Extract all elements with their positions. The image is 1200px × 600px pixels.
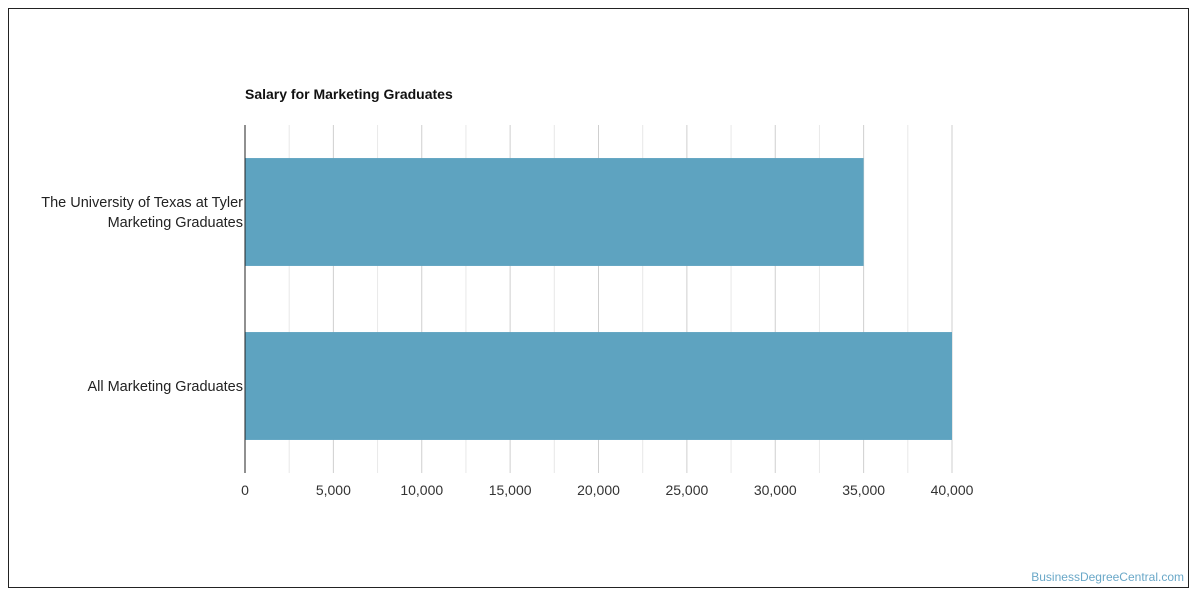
category-label-line: The University of Texas at Tyler: [41, 195, 243, 211]
x-tick-label: 15,000: [489, 482, 532, 498]
bar[interactable]: [245, 158, 864, 266]
x-tick-label: 0: [241, 482, 249, 498]
x-tick-labels: 0 5,000 10,000 15,000 20,000 25,000 30,000 35,0…: [241, 482, 974, 498]
x-tick-label: 25,000: [665, 482, 708, 498]
x-tick-label: 10,000: [400, 482, 443, 498]
category-label-line: All Marketing Graduates: [87, 379, 243, 395]
watermark[interactable]: BusinessDegreeCentral.com: [1031, 570, 1184, 584]
x-tick-label: 30,000: [754, 482, 797, 498]
category-label: All Marketing Graduates: [87, 379, 243, 395]
bar[interactable]: [245, 332, 952, 440]
category-label: The University of Texas at Tyler Marketin…: [41, 195, 243, 231]
x-tick-label: 20,000: [577, 482, 620, 498]
x-tick-label: 40,000: [931, 482, 974, 498]
x-tick-label: 35,000: [842, 482, 885, 498]
x-tick-label: 5,000: [316, 482, 351, 498]
chart-title: Salary for Marketing Graduates: [245, 86, 453, 102]
category-labels: The University of Texas at Tyler Marketin…: [41, 195, 243, 395]
bars: [245, 158, 952, 440]
category-label-line: Marketing Graduates: [108, 215, 243, 231]
